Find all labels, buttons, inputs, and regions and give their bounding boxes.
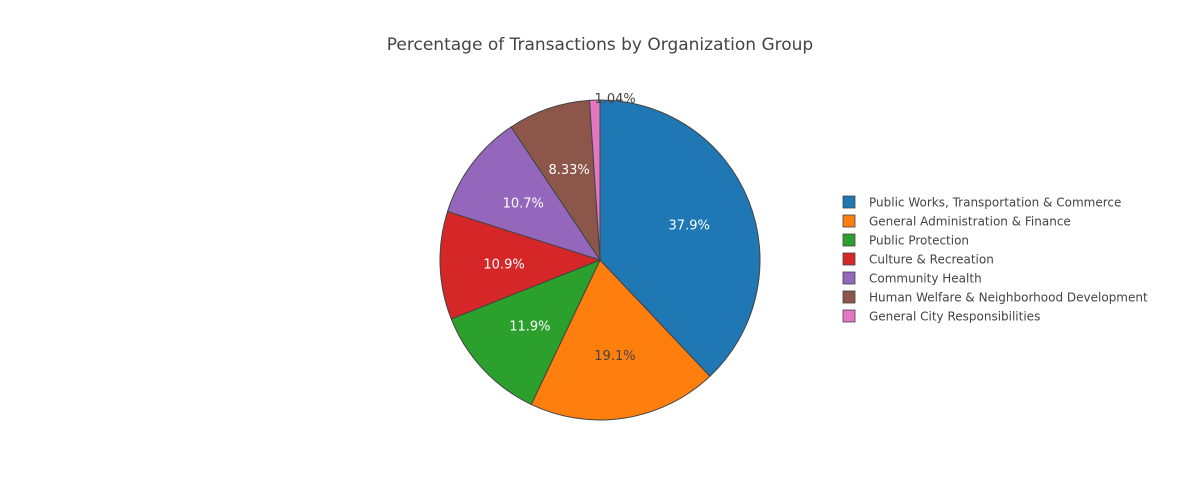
slice-label-general-city-responsibilities: 1.04% — [594, 92, 635, 107]
legend-swatch — [842, 309, 856, 323]
pie-slice-community-health[interactable] — [446, 126, 602, 261]
pie-slices — [439, 99, 761, 421]
pie-slice-public-protection[interactable] — [450, 259, 601, 406]
pie-slice-general-city-responsibilities[interactable] — [589, 99, 601, 261]
legend-item-community-health[interactable]: Community Health — [842, 271, 982, 286]
pie-slice-culture-and-recreation[interactable] — [439, 210, 602, 320]
legend-item-general-administration-and-finance[interactable]: General Administration & Finance — [842, 214, 1071, 229]
slice-label-culture-and-recreation: 10.9% — [483, 257, 524, 272]
legend-swatch — [842, 195, 856, 209]
slice-label-community-health: 10.7% — [503, 196, 544, 211]
legend-swatch — [842, 271, 856, 285]
chart-title: Percentage of Transactions by Organizati… — [387, 35, 813, 55]
legend-label: Culture & Recreation — [869, 253, 994, 267]
slice-label-public-works-transportation-and-commerce: 37.9% — [669, 219, 710, 234]
legend-item-general-city-responsibilities[interactable]: General City Responsibilities — [842, 309, 1040, 324]
pie-slice-public-works-transportation-and-commerce[interactable] — [599, 99, 761, 377]
legend-item-public-works-transportation-and-commerce[interactable]: Public Works, Transportation & Commerce — [842, 195, 1121, 210]
slice-labels: 37.9% 19.1% 11.9% 10.9% 10.7% 8.33% 1.04% — [483, 92, 709, 364]
legend-label: Public Protection — [869, 234, 969, 248]
legend-swatch — [842, 214, 856, 228]
legend-item-human-welfare-and-neighborhood-development[interactable]: Human Welfare & Neighborhood Development — [842, 290, 1148, 305]
legend-label: General City Responsibilities — [869, 310, 1040, 324]
legend-label: Human Welfare & Neighborhood Development — [869, 291, 1148, 305]
slice-label-general-administration-and-finance: 19.1% — [594, 349, 635, 364]
legend: Public Works, Transportation & Commerce G… — [842, 195, 1148, 324]
legend-swatch — [842, 233, 856, 247]
legend-swatch — [842, 252, 856, 266]
legend-item-culture-and-recreation[interactable]: Culture & Recreation — [842, 252, 994, 267]
legend-swatch — [842, 290, 856, 304]
slice-label-human-welfare-and-neighborhood-development: 8.33% — [548, 163, 589, 178]
legend-item-public-protection[interactable]: Public Protection — [842, 233, 969, 248]
legend-label: General Administration & Finance — [869, 215, 1071, 229]
slice-label-public-protection: 11.9% — [509, 320, 550, 335]
pie-slice-general-administration-and-finance[interactable] — [530, 259, 711, 421]
legend-label: Public Works, Transportation & Commerce — [869, 196, 1121, 210]
legend-label: Community Health — [869, 272, 982, 286]
